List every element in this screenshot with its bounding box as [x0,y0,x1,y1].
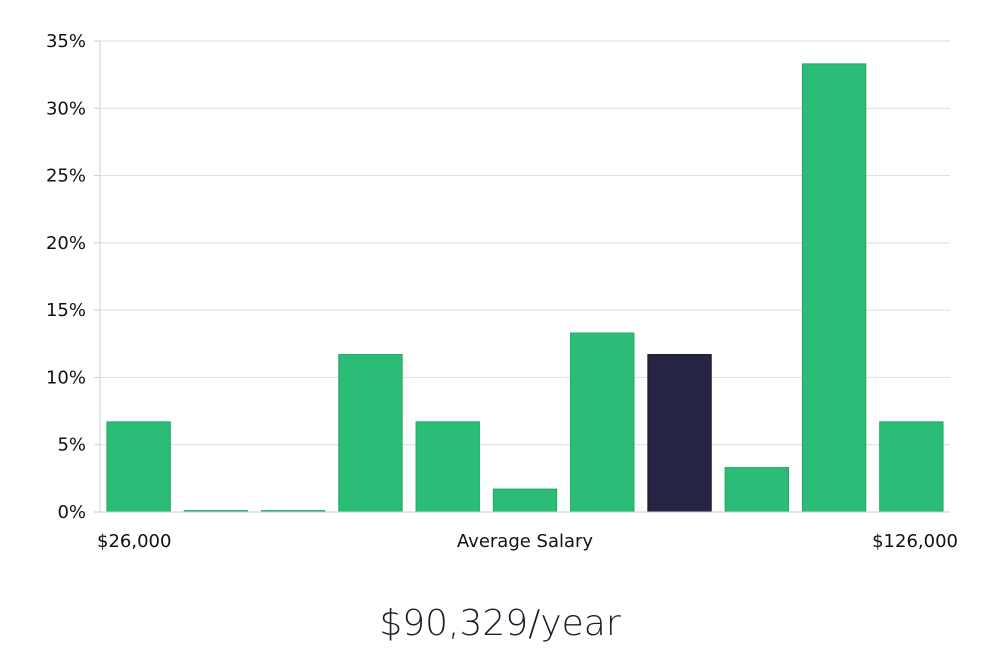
salary-bar [338,354,403,513]
x-min-label: $26,000 [97,531,171,552]
salary-bar-highlighted [647,354,712,513]
salary-bar [492,488,558,513]
salary-bar [415,421,480,513]
y-tick-label: 10% [46,367,86,388]
x-axis-title: Average Salary [457,531,594,552]
grid-layer [100,40,950,446]
y-tick-label: 15% [46,300,86,321]
salary-bar [570,332,635,513]
y-tick-label: 30% [46,98,86,119]
y-tick-label: 20% [46,233,86,254]
salary-bar [106,421,171,513]
salary-bar [879,421,944,513]
x-max-label: $126,000 [872,531,958,552]
y-tick-label: 25% [46,166,86,187]
axis-layer: 0% 5% 10% 15% 20% 25% 30% 35% [46,31,950,523]
bars-layer [106,63,944,513]
salary-bar [724,467,790,513]
average-salary-value: $90,329/year [379,603,621,644]
salary-distribution-chart: 0% 5% 10% 15% 20% 25% 30% 35% $26,000 Average S… [46,31,958,552]
y-tick-label: 0% [57,502,86,523]
y-tick-label: 35% [46,31,86,52]
y-tick-label: 5% [57,435,86,456]
salary-bar [801,63,867,513]
